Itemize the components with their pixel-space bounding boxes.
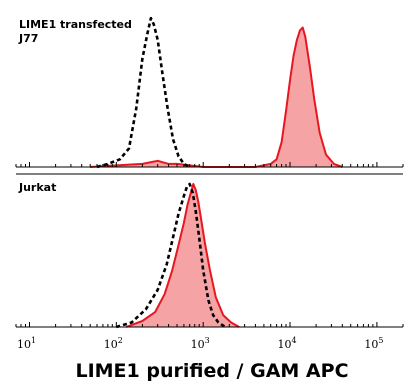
x-tick-label-5: 105	[364, 336, 383, 351]
x-tick-label-3: 103	[191, 336, 210, 351]
panel-bottom-label: Jurkat	[18, 181, 56, 194]
x-tick-label-4: 104	[277, 336, 296, 351]
x-tick-labels: 101 102 103 104 105	[17, 336, 383, 351]
panel-bottom-control-dashed	[115, 182, 227, 329]
panel-top-label-line-1: LIME1 transfected	[19, 18, 132, 31]
panel-top-stained-fill	[90, 27, 343, 167]
panel-bottom-stained-fill	[126, 184, 240, 327]
x-tick-label-2: 102	[104, 336, 123, 351]
panel-bottom: Jurkat	[15, 181, 404, 329]
x-axis-label: LIME1 purified / GAM APC	[75, 360, 348, 382]
panel-top-stained-line	[90, 26, 343, 168]
panel-bottom-stained-line	[125, 183, 240, 328]
panel-top-label-line-2: J77	[18, 32, 38, 45]
panel-top-control-dashed	[96, 16, 191, 169]
x-tick-label-1: 101	[17, 336, 36, 351]
panel-top: LIME1 transfected J77	[15, 16, 404, 169]
